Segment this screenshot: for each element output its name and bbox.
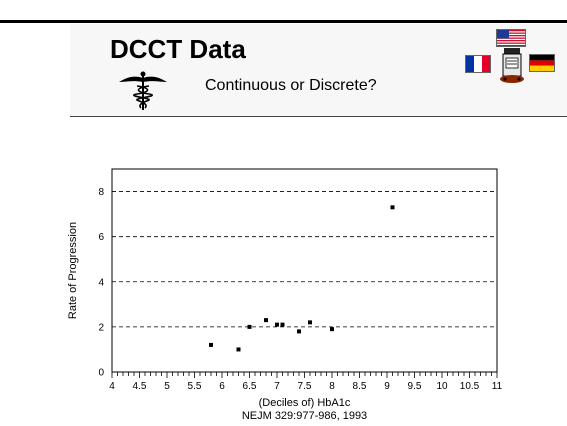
y-tick-label: 2 — [98, 322, 104, 333]
data-point-9 — [330, 327, 334, 332]
data-point-10 — [390, 205, 395, 210]
data-point-2 — [236, 347, 241, 352]
x-tick-label: 5 — [164, 381, 170, 392]
y-axis-label: Rate of Progression — [67, 222, 79, 319]
data-point-3 — [247, 324, 252, 329]
german-flag-icon — [529, 54, 555, 72]
x-tick-label: 6 — [219, 381, 225, 392]
citation-text: NEJM 329:977-986, 1993 — [242, 410, 367, 422]
x-tick-label: 7.5 — [298, 381, 312, 392]
x-tick-label: 4 — [109, 381, 115, 392]
data-point-1 — [209, 342, 213, 347]
data-point-6 — [280, 322, 285, 327]
data-point-8 — [308, 320, 312, 325]
data-point-7 — [297, 329, 301, 334]
y-tick-label: 4 — [98, 277, 104, 288]
french-flag-icon — [465, 55, 491, 73]
y-tick-label: 0 — [98, 368, 104, 379]
medicine-bottle-icon — [500, 48, 524, 83]
y-tick-label: 8 — [98, 187, 104, 198]
x-tick-label: 7 — [274, 381, 280, 392]
scatter-chart: 4 4.5 5 5.5 6 6.5 7 7.5 8 8.5 9 9.5 10 10.5 11 0 2 4 6 8 R… — [67, 168, 503, 422]
page-subtitle: Continuous or Discrete? — [205, 77, 377, 94]
x-tick-label: 4.5 — [133, 381, 147, 392]
caduceus-icon — [119, 71, 167, 110]
page-title: DCCT Data — [110, 34, 246, 64]
x-tick-label: 9 — [384, 381, 390, 392]
data-point-5 — [275, 322, 279, 327]
plot-area — [111, 168, 498, 373]
x-tick-label: 10 — [436, 381, 448, 392]
x-tick-label: 8.5 — [353, 381, 367, 392]
us-flag-icon — [496, 29, 526, 47]
x-tick-label: 6.5 — [243, 381, 257, 392]
data-point-4 — [264, 318, 268, 323]
x-tick-label: 5.5 — [188, 381, 202, 392]
x-tick-label: 11 — [492, 381, 503, 392]
x-axis-label: (Deciles of) HbA1c — [259, 397, 351, 409]
top-rule — [0, 20, 567, 23]
x-tick-label: 8 — [329, 381, 335, 392]
x-tick-label: 9.5 — [408, 381, 422, 392]
y-tick-label: 6 — [98, 232, 104, 243]
x-tick-label: 10.5 — [460, 381, 480, 392]
